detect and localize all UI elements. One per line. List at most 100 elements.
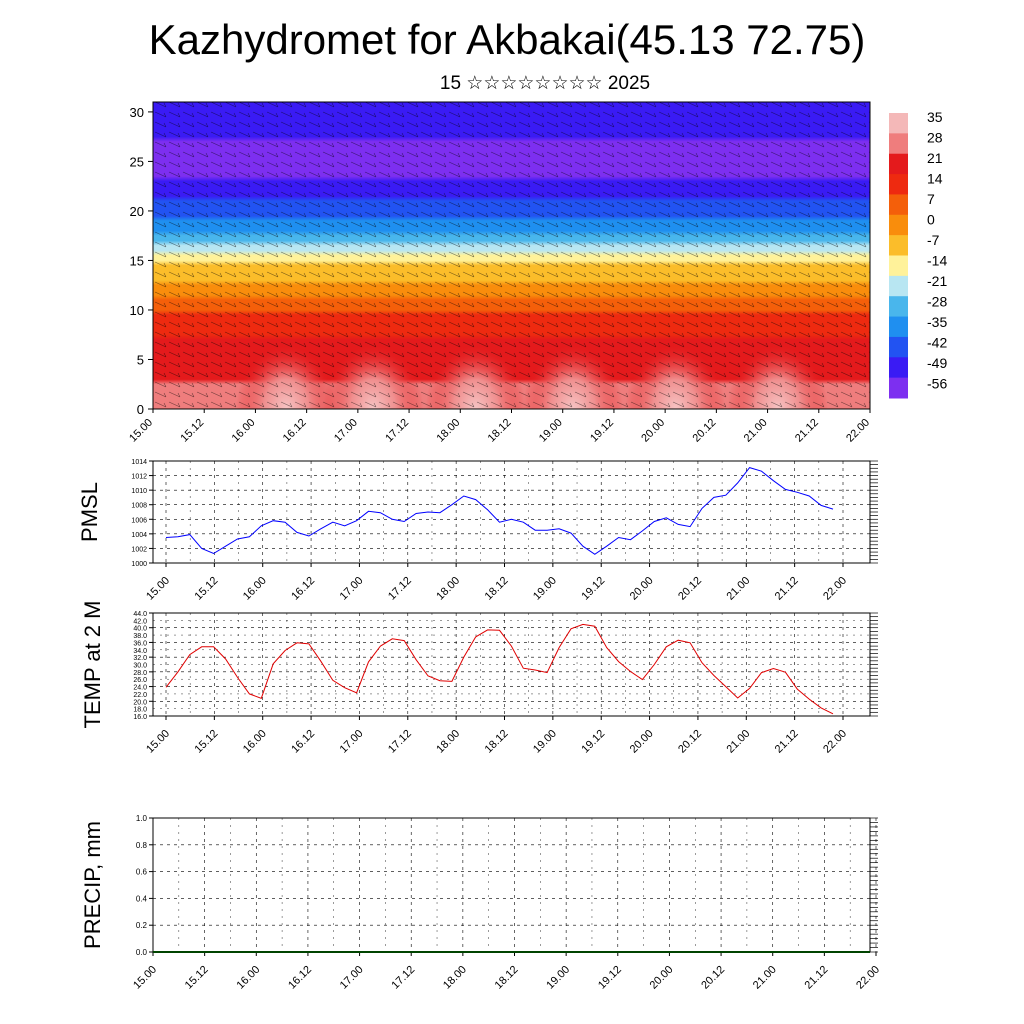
ytick-label: 30.0	[133, 663, 147, 670]
ytick-label: 26.0	[133, 677, 147, 684]
cs-xtick-label: 16.12	[281, 417, 309, 445]
temp-panel: 15.00 15.12 16.00 16.12 17.00 17.12 18.00 18.12…	[80, 601, 878, 756]
colorbar-segment	[889, 133, 908, 155]
ytick-label: 40.0	[133, 626, 147, 633]
xtick-label: 21.00	[724, 575, 752, 603]
ytick-label: 1010	[131, 488, 147, 495]
xtick-label: 21.00	[751, 964, 779, 992]
colorbar-segment	[889, 214, 908, 236]
colorbar-segment	[889, 336, 908, 358]
xtick-label: 18.12	[483, 575, 511, 603]
ytick-label: 0.6	[136, 868, 148, 877]
xtick-label: 21.12	[803, 964, 831, 992]
cs-ytick-label: 15	[130, 253, 144, 268]
colorbar-segment	[889, 235, 908, 256]
colorbar-label: -14	[927, 253, 947, 269]
ytick-label: 32.0	[133, 655, 147, 662]
xtick-label: 19.00	[531, 728, 559, 756]
xtick-label: 21.12	[773, 575, 801, 603]
xtick-label: 19.12	[596, 964, 624, 992]
xtick-label: 17.12	[386, 728, 414, 756]
ytick-label: 1012	[131, 474, 147, 481]
cs-xtick-label: 18.12	[486, 417, 514, 445]
ytick-label: 24.0	[133, 685, 147, 692]
xtick-label: 17.00	[338, 728, 366, 756]
cs-xtick-label: 19.00	[537, 417, 565, 445]
cs-xtick-label: 20.00	[639, 417, 667, 445]
xtick-label: 22.00	[821, 575, 849, 603]
cs-xtick-label: 15.12	[178, 417, 206, 445]
xtick-label: 21.12	[773, 728, 801, 756]
xtick-label: 19.00	[531, 575, 559, 603]
colorbar-label: -35	[927, 314, 947, 330]
colorbar-segment	[889, 255, 908, 277]
cs-xtick-label: 20.12	[691, 417, 719, 445]
ytick-label: 1.0	[136, 814, 148, 823]
ytick-label: 28.0	[133, 670, 147, 677]
colorbar-label: 28	[927, 130, 943, 146]
colorbar: 35 28 21 14 7 0 -7 -14 -21 -28 -35 -42 -49 -56	[889, 109, 947, 399]
ytick-label: 22.0	[133, 692, 147, 699]
pmsl-panel-series-line	[165, 467, 834, 555]
cs-xtick-label: 17.00	[332, 417, 360, 445]
cs-xtick-label: 21.00	[742, 417, 770, 445]
xtick-label: 16.00	[241, 575, 269, 603]
xtick-label: 20.00	[628, 728, 656, 756]
colorbar-segment	[889, 316, 908, 338]
temp-panel-ylabel: TEMP at 2 M	[80, 601, 105, 729]
xtick-label: 17.12	[389, 964, 417, 992]
xtick-label: 18.12	[483, 728, 511, 756]
cs-xtick-label: 22.00	[844, 417, 872, 445]
xtick-label: 22.00	[854, 964, 882, 992]
xtick-label: 15.12	[193, 575, 221, 603]
ytick-label: 42.0	[133, 618, 147, 625]
xtick-label: 16.12	[289, 728, 317, 756]
ytick-label: 0.4	[136, 894, 148, 903]
xtick-label: 16.00	[234, 964, 262, 992]
xtick-label: 17.00	[338, 575, 366, 603]
cs-ytick-label: 5	[137, 352, 144, 367]
xtick-label: 15.00	[131, 964, 159, 992]
colorbar-segment	[889, 174, 908, 195]
colorbar-label: 35	[927, 109, 943, 125]
ytick-label: 18.0	[133, 707, 147, 714]
cs-xtick-label: 21.12	[793, 417, 821, 445]
colorbar-label: 21	[927, 150, 943, 166]
ytick-label: 36.0	[133, 640, 147, 647]
cs-ytick-label: 20	[130, 204, 144, 219]
colorbar-label: 7	[927, 191, 935, 207]
cs-ytick-label: 25	[130, 154, 144, 169]
xtick-label: 20.00	[648, 964, 676, 992]
chart-title: Kazhydromet for Akbakai(45.13 72.75)	[148, 16, 866, 63]
xtick-label: 16.00	[241, 728, 269, 756]
xtick-label: 19.12	[579, 575, 607, 603]
pmsl-panel: 15.00 15.12 16.00 16.12 17.00 17.12 18.00 18.12…	[77, 459, 878, 603]
xtick-label: 16.12	[289, 575, 317, 603]
colorbar-label: -21	[927, 273, 947, 289]
xtick-label: 19.00	[544, 964, 572, 992]
colorbar-label: -42	[927, 335, 947, 351]
ytick-label: 44.0	[133, 611, 147, 618]
xtick-label: 20.00	[628, 575, 656, 603]
xtick-label: 18.12	[493, 964, 521, 992]
colorbar-segment	[889, 275, 908, 297]
ytick-label: 0.0	[136, 948, 148, 957]
xtick-label: 15.12	[193, 728, 221, 756]
xtick-label: 18.00	[434, 728, 462, 756]
ytick-label: 1004	[131, 532, 147, 539]
xtick-label: 20.12	[676, 728, 704, 756]
cs-ytick-label: 30	[130, 105, 144, 120]
xtick-label: 15.00	[144, 728, 172, 756]
xtick-label: 20.12	[699, 964, 727, 992]
cs-xtick-label: 17.12	[383, 417, 411, 445]
ytick-label: 0.8	[136, 841, 148, 850]
xtick-label: 19.12	[579, 728, 607, 756]
xtick-label: 16.12	[286, 964, 314, 992]
colorbar-segment	[889, 153, 908, 175]
xtick-label: 17.12	[386, 575, 414, 603]
ytick-label: 1014	[131, 459, 147, 466]
ytick-label: 0.2	[136, 921, 148, 930]
colorbar-segment	[889, 296, 908, 318]
pmsl-panel-ylabel: PMSL	[77, 482, 102, 542]
